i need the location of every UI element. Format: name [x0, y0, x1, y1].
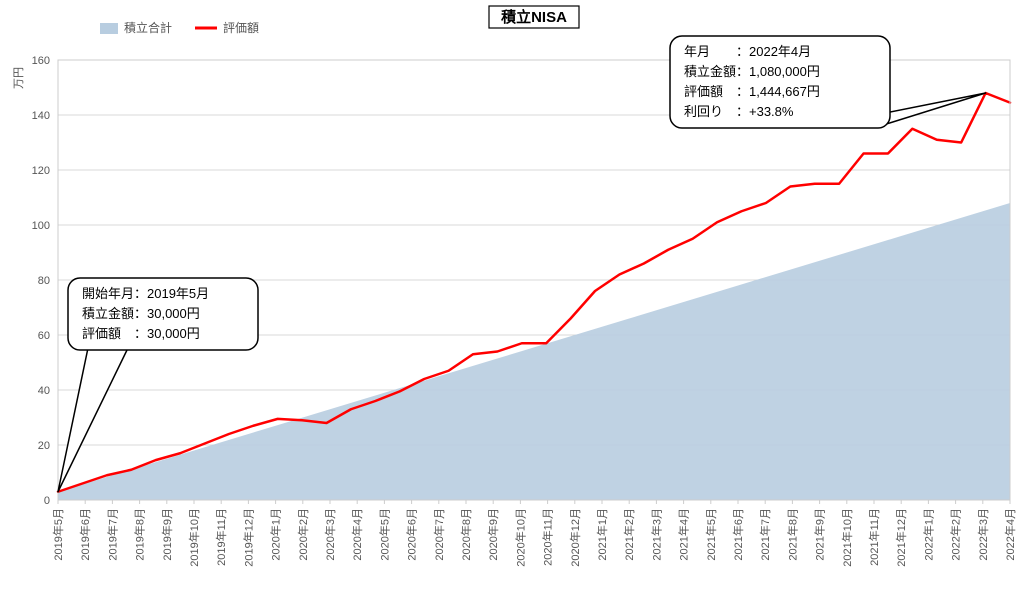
y-tick-label: 0 [44, 495, 50, 507]
x-tick-label: 2021年5月 [704, 508, 718, 561]
x-tick-label: 2019年5月 [51, 508, 65, 561]
x-tick-label: 2021年3月 [649, 508, 663, 561]
legend-label-area: 積立合計 [124, 20, 172, 35]
x-tick-label: 2019年12月 [241, 508, 255, 567]
x-tick-label: 2020年10月 [513, 508, 527, 567]
x-tick-label: 2022年1月 [921, 508, 935, 561]
x-tick-label: 2022年4月 [1003, 508, 1017, 561]
x-tick-label: 2020年2月 [296, 508, 310, 561]
y-tick-label: 120 [32, 165, 50, 177]
callout-line: 評価額 ：1,444,667円 [684, 84, 820, 99]
x-tick-label: 2020年9月 [486, 508, 500, 561]
x-tick-label: 2020年11月 [541, 508, 555, 566]
x-tick-label: 2022年3月 [976, 508, 990, 561]
y-tick-label: 100 [32, 220, 50, 232]
x-tick-label: 2021年4月 [677, 508, 691, 561]
x-tick-label: 2021年7月 [758, 508, 772, 561]
x-tick-label: 2021年6月 [731, 508, 745, 561]
y-axis-unit: 万円 [13, 67, 25, 89]
legend-label-line: 評価額 [223, 20, 259, 35]
y-tick-label: 80 [38, 275, 50, 287]
x-tick-label: 2021年9月 [813, 508, 827, 561]
x-tick-label: 2021年10月 [840, 508, 854, 567]
x-tick-label: 2021年1月 [595, 508, 609, 561]
x-tick-label: 2019年6月 [78, 508, 92, 561]
y-tick-label: 140 [32, 110, 50, 122]
x-tick-label: 2020年1月 [269, 508, 283, 561]
x-tick-label: 2020年4月 [350, 508, 364, 561]
callout-line: 積立金額：30,000円 [82, 306, 200, 321]
x-tick-label: 2020年5月 [377, 508, 391, 561]
chart-title: 積立NISA [500, 8, 567, 26]
x-tick-label: 2020年3月 [323, 508, 337, 561]
x-tick-label: 2021年2月 [622, 508, 636, 561]
callout-line: 開始年月：2019年5月 [82, 286, 209, 301]
callout-line: 積立金額：1,080,000円 [684, 64, 820, 79]
x-tick-label: 2020年8月 [459, 508, 473, 561]
x-tick-label: 2019年9月 [160, 508, 174, 561]
x-tick-label: 2019年7月 [105, 508, 119, 561]
chart-container: 0 20 40 60 80 100 120 140 160 万円 2019年5月 2019年6月 201… [0, 0, 1024, 593]
chart-svg: 0 20 40 60 80 100 120 140 160 万円 2019年5月 2019年6月 201… [0, 0, 1024, 593]
x-tick-label: 2021年8月 [785, 508, 799, 561]
callout-line: 評価額 ：30,000円 [82, 326, 200, 341]
x-tick-label: 2019年8月 [133, 508, 147, 561]
x-tick-label: 2020年6月 [405, 508, 419, 561]
y-tick-label: 60 [38, 330, 50, 342]
x-tick-label: 2022年2月 [949, 508, 963, 561]
callout-line: 利回り ：+33.8% [684, 104, 794, 119]
y-tick-label: 20 [38, 440, 50, 452]
y-tick-label: 40 [38, 385, 50, 397]
x-tick-label: 2020年7月 [432, 508, 446, 561]
x-tick-label: 2021年11月 [867, 508, 881, 566]
x-tick-label: 2021年12月 [894, 508, 908, 567]
legend-swatch-area [100, 23, 118, 34]
x-tick-label: 2020年12月 [568, 508, 582, 567]
y-tick-label: 160 [32, 55, 50, 67]
x-tick-label: 2019年11月 [214, 508, 228, 566]
callout-line: 年月 ：2022年4月 [684, 44, 811, 59]
x-tick-label: 2019年10月 [187, 508, 201, 567]
